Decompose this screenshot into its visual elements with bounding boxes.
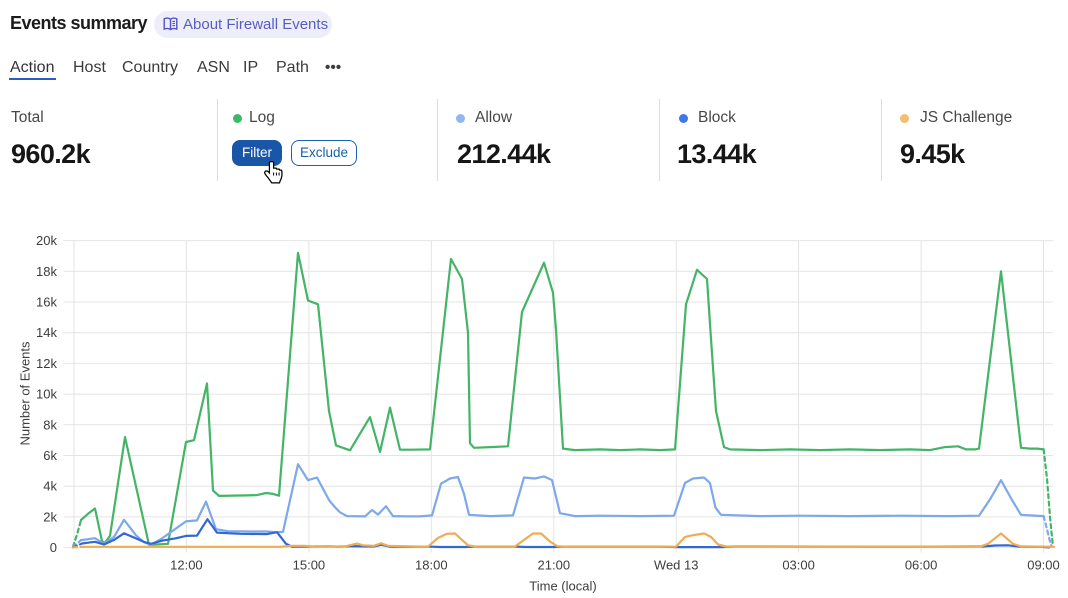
svg-text:6k: 6k	[43, 448, 57, 463]
svg-text:06:00: 06:00	[905, 558, 938, 573]
svg-text:Time (local): Time (local)	[529, 579, 596, 594]
svg-text:0: 0	[50, 540, 57, 555]
svg-text:Wed 13: Wed 13	[654, 558, 699, 573]
svg-text:4k: 4k	[43, 479, 57, 494]
svg-text:12:00: 12:00	[170, 558, 203, 573]
svg-text:18:00: 18:00	[415, 558, 448, 573]
svg-text:09:00: 09:00	[1027, 558, 1060, 573]
svg-text:15:00: 15:00	[293, 558, 326, 573]
svg-text:21:00: 21:00	[538, 558, 571, 573]
svg-text:18k: 18k	[36, 264, 57, 279]
svg-text:8k: 8k	[43, 417, 57, 432]
svg-text:12k: 12k	[36, 356, 57, 371]
svg-text:2k: 2k	[43, 509, 57, 524]
svg-text:20k: 20k	[36, 233, 57, 248]
svg-text:10k: 10k	[36, 387, 57, 402]
svg-text:16k: 16k	[36, 295, 57, 310]
svg-text:03:00: 03:00	[782, 558, 815, 573]
svg-text:14k: 14k	[36, 325, 57, 340]
svg-text:Number of Events: Number of Events	[18, 341, 33, 446]
